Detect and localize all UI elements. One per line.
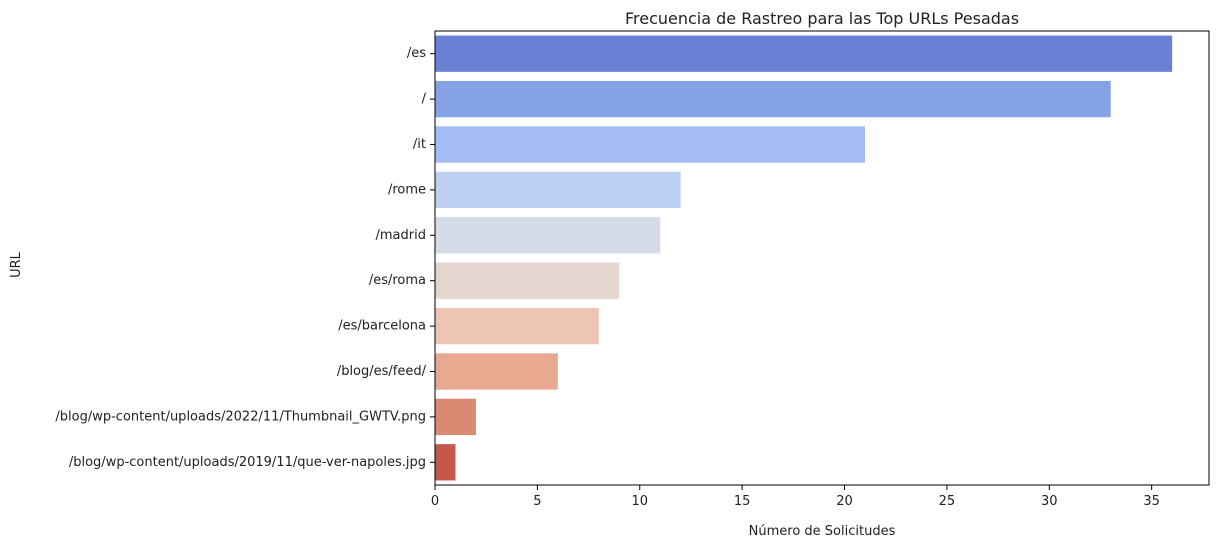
bar-group <box>435 35 1173 481</box>
x-tick-label-6: 30 <box>1041 494 1058 509</box>
y-tick-label-7: /blog/es/feed/ <box>337 364 427 379</box>
x-ticks: 0 5 10 15 20 25 30 35 <box>431 485 1160 509</box>
bar-0 <box>435 35 1173 72</box>
y-tick-labels: /es / /it/rome/madrid/es/roma/es/barcelona… <box>55 46 435 470</box>
bar-3 <box>435 171 681 209</box>
bar-1 <box>435 80 1111 118</box>
y-tick-label-3: /rome <box>388 182 426 197</box>
x-tick-label-2: 10 <box>631 494 648 509</box>
bar-4 <box>435 217 661 254</box>
y-axis-title: URL <box>9 251 24 278</box>
y-tick-label-9: /blog/wp-content/uploads/2019/11/que-ver… <box>69 455 426 470</box>
y-tick-label-4: /madrid <box>376 228 426 243</box>
x-tick-label-0: 0 <box>431 494 439 509</box>
x-tick-label-3: 15 <box>734 494 751 509</box>
x-tick-label-4: 20 <box>836 494 853 509</box>
x-tick-label-1: 5 <box>533 494 541 509</box>
y-tick-label-8: /blog/wp-content/uploads/2022/11/Thumbna… <box>55 409 426 424</box>
bar-2 <box>435 126 865 163</box>
bar-7 <box>435 353 558 390</box>
bar-5 <box>435 262 620 299</box>
chart-title: Frecuencia de Rastreo para las Top URLs … <box>625 9 1019 28</box>
plot-frame <box>434 30 1210 486</box>
y-tick-label-5: /es/roma <box>369 273 426 288</box>
bar-8 <box>435 398 476 436</box>
y-tick-label-0: /es <box>407 46 426 61</box>
bar-9 <box>435 444 456 481</box>
y-tick-label-2: /it <box>413 137 426 152</box>
x-tick-label-7: 35 <box>1143 494 1160 509</box>
x-axis-title: Número de Solicitudes <box>749 524 896 539</box>
bar-6 <box>435 307 599 345</box>
y-tick-label-6: /es/barcelona <box>338 319 426 334</box>
x-tick-label-5: 25 <box>939 494 956 509</box>
y-tick-label-1: / <box>422 92 427 107</box>
